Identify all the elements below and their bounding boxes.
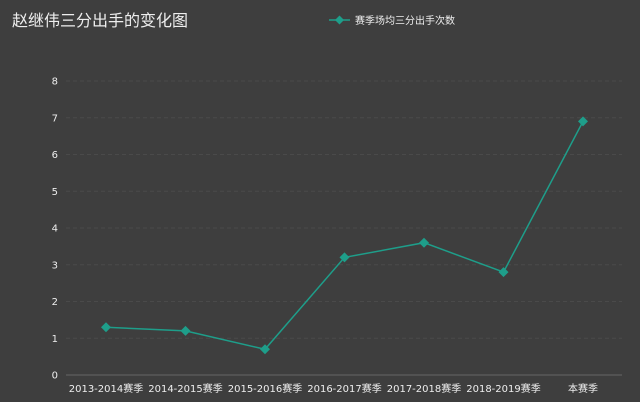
y-tick-label: 6	[52, 150, 58, 161]
x-tick-label: 2017-2018赛季	[387, 382, 462, 395]
y-tick-label: 2	[52, 297, 58, 308]
data-point[interactable]	[339, 252, 350, 263]
y-tick-label: 1	[52, 334, 58, 345]
x-tick-label: 2018-2019赛季	[466, 382, 541, 395]
data-point[interactable]	[578, 116, 588, 127]
data-points	[101, 116, 588, 355]
y-tick-label: 5	[52, 187, 58, 198]
data-point[interactable]	[419, 237, 429, 248]
x-tick-label: 2016-2017赛季	[307, 382, 382, 395]
x-axis: 2013-2014赛季 2014-2015赛季 2015-2016赛季 2016-20…	[69, 382, 598, 395]
y-tick-label: 4	[52, 224, 58, 235]
legend-diamond-icon	[335, 15, 344, 25]
y-tick-label: 8	[52, 77, 58, 88]
data-point[interactable]	[260, 344, 270, 355]
y-tick-label: 0	[52, 371, 58, 382]
data-point[interactable]	[101, 322, 111, 333]
y-tick-label: 7	[52, 113, 58, 124]
x-tick-label: 2015-2016赛季	[228, 382, 303, 395]
y-axis: 0 1 2 3 4 5 6 7 8	[52, 77, 58, 382]
x-tick-label: 2014-2015赛季	[148, 382, 223, 395]
chart-title: 赵继伟三分出手的变化图	[12, 11, 188, 30]
data-point[interactable]	[180, 325, 191, 336]
y-tick-label: 3	[52, 260, 58, 271]
legend[interactable]: 赛季场均三分出手次数	[329, 14, 455, 27]
data-point[interactable]	[498, 267, 509, 278]
grid	[66, 80, 622, 376]
x-tick-label: 本赛季	[568, 382, 598, 395]
legend-label: 赛季场均三分出手次数	[355, 14, 455, 27]
x-tick-label: 2013-2014赛季	[69, 382, 144, 395]
